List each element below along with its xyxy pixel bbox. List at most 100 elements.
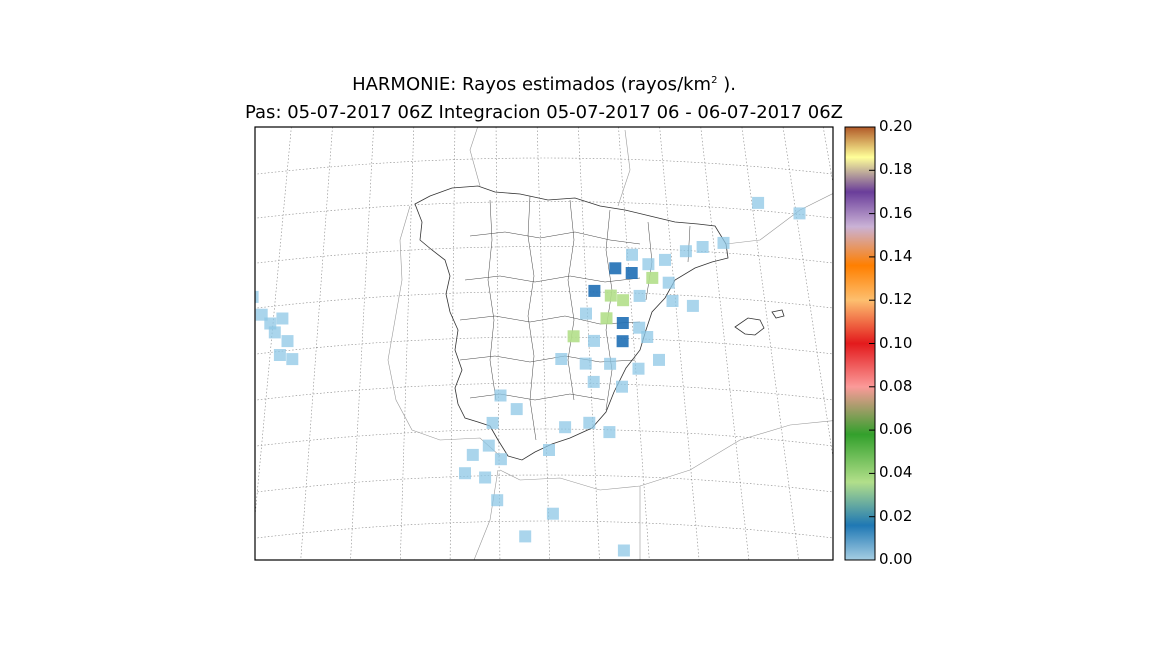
lightning-cell xyxy=(696,241,709,253)
lightning-cell xyxy=(632,362,645,375)
lightning-cell xyxy=(546,507,559,520)
lightning-cell xyxy=(535,21,547,33)
lightning-cell xyxy=(230,205,242,217)
lightning-cell xyxy=(238,287,250,299)
lightning-cell xyxy=(470,12,482,24)
graticule xyxy=(255,127,833,560)
lightning-cell xyxy=(552,30,564,42)
lightning-cell xyxy=(530,35,542,47)
colorbar xyxy=(844,126,876,561)
lightning-cell xyxy=(583,416,596,429)
lightning-cell xyxy=(559,594,571,606)
lightning-cell xyxy=(617,544,630,557)
province-borders xyxy=(459,195,691,441)
lightning-cell xyxy=(220,178,232,190)
lightning-cell xyxy=(641,331,654,343)
lightning-cell xyxy=(603,426,616,439)
map-frame xyxy=(254,126,834,561)
lightning-cell xyxy=(433,104,445,116)
lightning-cell xyxy=(616,380,628,393)
lightning-cell xyxy=(633,289,646,302)
lightning-cell xyxy=(604,357,617,370)
lightning-cell xyxy=(510,403,523,416)
lightning-cell xyxy=(613,617,625,629)
lightning-cell xyxy=(567,330,580,343)
lightning-cell xyxy=(543,608,555,620)
lightning-cell xyxy=(646,271,659,284)
lightning-cell xyxy=(625,267,638,279)
colorbar-tick-label: 0.16 xyxy=(879,203,913,222)
lightning-cell xyxy=(482,439,495,452)
lightning-cell xyxy=(233,264,245,276)
lightning-cell xyxy=(513,44,525,56)
lightning-cell xyxy=(552,53,564,65)
lightning-cell xyxy=(679,245,692,258)
lightning-cell xyxy=(578,21,590,33)
lightning-cell xyxy=(486,416,499,429)
lightning-cell xyxy=(215,146,227,158)
lightning-cell xyxy=(207,156,219,168)
lightning-cell xyxy=(203,174,215,186)
lightning-cell xyxy=(552,71,564,83)
lightning-cell xyxy=(268,326,281,339)
lightning-cell xyxy=(616,317,629,329)
lightning-cell xyxy=(630,563,642,575)
lightning-cell xyxy=(509,76,521,88)
lightning-cell xyxy=(588,284,601,297)
lightning-cell xyxy=(543,444,555,456)
lightning-cell xyxy=(559,421,572,434)
lightning-cell xyxy=(494,453,507,466)
lightning-cell xyxy=(686,299,699,312)
lightning-cell xyxy=(535,640,547,648)
lightning-cell xyxy=(236,250,248,262)
colorbar-tick-label: 0.20 xyxy=(879,117,913,135)
lightning-cell xyxy=(659,253,671,266)
lightning-cell xyxy=(466,448,479,461)
lightning-cell xyxy=(501,62,513,74)
lightning-cell xyxy=(551,585,563,597)
lightning-cell xyxy=(551,644,563,648)
lightning-cell xyxy=(666,295,679,307)
map-title: HARMONIE: Rayos estimados (rayos/km2 ). xyxy=(352,74,736,95)
lightning-cell xyxy=(255,290,259,303)
lightning-cell xyxy=(604,289,617,302)
lightning-cell xyxy=(561,16,573,28)
lightning-cell xyxy=(518,16,530,28)
colorbar-tick-label: 0.02 xyxy=(879,506,913,525)
lightning-cell xyxy=(564,98,576,110)
lightning-cell xyxy=(653,353,665,366)
lightning-cell xyxy=(617,294,630,307)
lightning-cell xyxy=(579,357,592,370)
lightning-cell xyxy=(586,640,598,648)
colorbar-tick-label: 0.08 xyxy=(879,376,913,395)
lightning-cells xyxy=(203,12,806,648)
lightning-cell xyxy=(491,494,504,507)
lightning-cell xyxy=(717,236,730,249)
other-coastlines xyxy=(387,127,833,560)
lightning-cell xyxy=(633,321,646,334)
colorbar-tick-label: 0.04 xyxy=(879,463,913,482)
lightning-cell xyxy=(276,312,289,325)
lightning-cell xyxy=(752,196,765,209)
lightning-cell xyxy=(213,201,225,213)
lightning-cell xyxy=(569,35,581,47)
lightning-cell xyxy=(642,258,655,271)
colorbar-tick-label: 0.00 xyxy=(879,550,913,568)
lightning-cell xyxy=(573,48,585,60)
lightning-cell xyxy=(582,39,594,51)
colorbar-tick-marks xyxy=(869,126,875,561)
lightning-cell xyxy=(481,622,493,634)
colorbar-tick-label: 0.18 xyxy=(879,160,913,179)
lightning-cell xyxy=(227,219,239,231)
lightning-cell xyxy=(519,530,532,543)
lightning-cell xyxy=(574,612,586,624)
colorbar-tick-label: 0.06 xyxy=(879,420,913,439)
lightning-cell xyxy=(793,207,806,220)
lightning-cell xyxy=(281,335,294,348)
lightning-cell xyxy=(600,312,613,325)
lightning-cell xyxy=(616,335,629,348)
lightning-cell xyxy=(609,262,622,275)
lightning-cell xyxy=(629,613,641,625)
lightning-cell xyxy=(488,576,500,588)
